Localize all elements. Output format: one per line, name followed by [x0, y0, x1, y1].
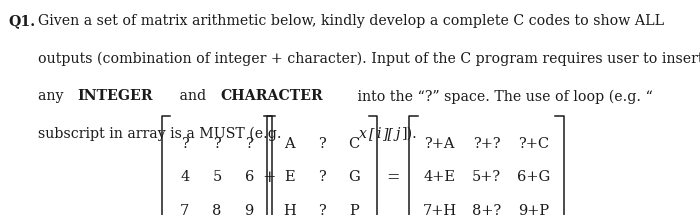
Text: H: H	[284, 204, 296, 215]
Text: 6+G: 6+G	[517, 170, 550, 184]
Text: C: C	[349, 137, 360, 151]
Text: x: x	[358, 127, 367, 141]
Text: ?: ?	[213, 137, 221, 151]
Text: 7: 7	[180, 204, 190, 215]
Text: and: and	[175, 89, 211, 103]
Text: 4: 4	[180, 170, 190, 184]
Text: E: E	[284, 170, 295, 184]
Text: [: [	[369, 127, 375, 141]
Text: 8: 8	[212, 204, 222, 215]
Text: CHARACTER: CHARACTER	[220, 89, 323, 103]
Text: ?+C: ?+C	[517, 137, 549, 151]
Text: 4+E: 4+E	[424, 170, 456, 184]
Text: ?: ?	[181, 137, 189, 151]
Text: outputs (combination of integer + character). Input of the C program requires us: outputs (combination of integer + charac…	[38, 52, 700, 66]
Text: ?: ?	[245, 137, 253, 151]
Text: ?: ?	[318, 170, 326, 184]
Text: 5+?: 5+?	[472, 170, 501, 184]
Text: INTEGER: INTEGER	[77, 89, 153, 103]
Text: 7+H: 7+H	[423, 204, 457, 215]
Text: any: any	[38, 89, 69, 103]
Text: ?+A: ?+A	[425, 137, 455, 151]
Text: +: +	[262, 169, 276, 186]
Text: 9: 9	[244, 204, 254, 215]
Text: ][: ][	[382, 127, 393, 141]
Text: 5: 5	[212, 170, 222, 184]
Text: ?: ?	[318, 137, 326, 151]
Text: A: A	[284, 137, 295, 151]
Text: P: P	[349, 204, 359, 215]
Text: G: G	[349, 170, 360, 184]
Text: subscript in array is a MUST (e.g.: subscript in array is a MUST (e.g.	[38, 127, 286, 141]
Text: ?+?: ?+?	[473, 137, 500, 151]
Text: ]).: ]).	[402, 127, 417, 141]
Text: Given a set of matrix arithmetic below, kindly develop a complete C codes to sho: Given a set of matrix arithmetic below, …	[38, 14, 664, 28]
Text: =: =	[386, 169, 400, 186]
Text: 8+?: 8+?	[472, 204, 501, 215]
Text: Q1.: Q1.	[8, 14, 36, 28]
Text: into the “?” space. The use of loop (e.g. “: into the “?” space. The use of loop (e.g…	[354, 89, 653, 104]
Text: 6: 6	[244, 170, 254, 184]
Text: ?: ?	[318, 204, 326, 215]
Text: i: i	[376, 127, 380, 141]
Text: 9+P: 9+P	[517, 204, 549, 215]
Text: j: j	[396, 127, 400, 141]
